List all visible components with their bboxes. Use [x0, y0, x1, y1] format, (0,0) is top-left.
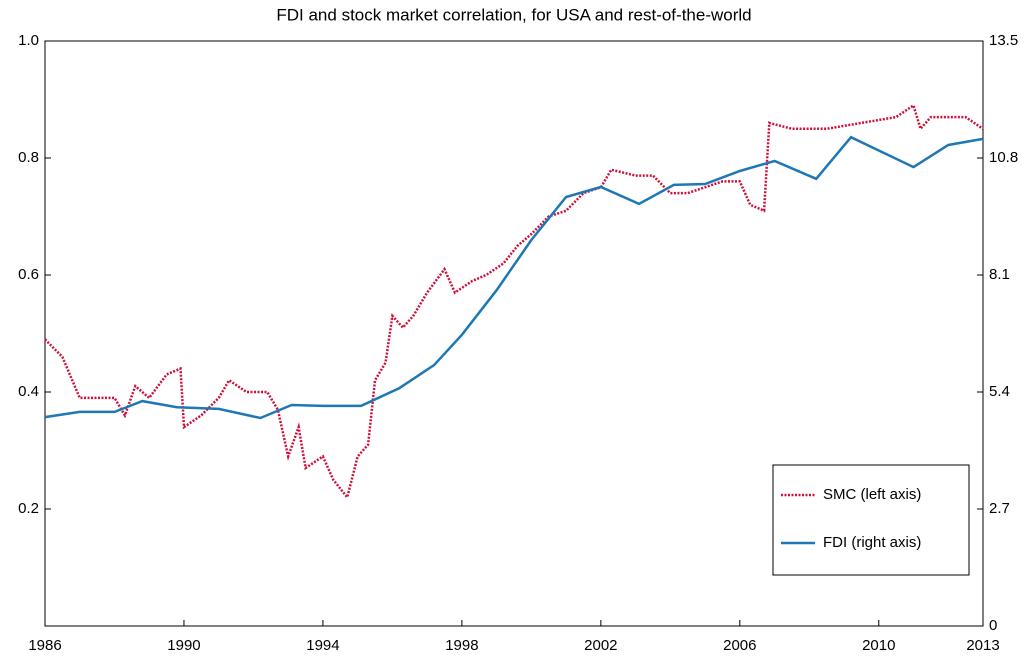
x-tick-label: 1994	[306, 637, 339, 654]
x-tick-label: 2013	[966, 637, 999, 654]
y2-tick-label: 0	[989, 617, 997, 634]
legend-label: FDI (right axis)	[823, 534, 921, 551]
y-tick-label: 0.6	[18, 266, 39, 283]
x-tick-label: 1986	[28, 637, 61, 654]
y2-tick-label: 10.8	[989, 149, 1018, 166]
x-tick-label: 2010	[862, 637, 895, 654]
x-tick-label: 2006	[723, 637, 756, 654]
y2-tick-label: 13.5	[989, 32, 1018, 49]
legend-box	[772, 464, 970, 576]
y-tick-label: 0.2	[18, 500, 39, 517]
series-line	[44, 103, 984, 501]
y-tick-label: 0.4	[18, 383, 39, 400]
y2-tick-label: 5.4	[989, 383, 1010, 400]
x-tick-label: 1990	[167, 637, 200, 654]
y2-tick-label: 8.1	[989, 266, 1010, 283]
y-tick-label: 1.0	[18, 32, 39, 49]
y2-tick-label: 2.7	[989, 500, 1010, 517]
y-tick-label: 0.8	[18, 149, 39, 166]
chart-title: FDI and stock market correlation, for US…	[276, 5, 751, 24]
x-tick-label: 2002	[584, 637, 617, 654]
plot-frame	[44, 40, 984, 627]
series-line	[44, 135, 984, 420]
legend-label: SMC (left axis)	[823, 486, 921, 503]
x-tick-label: 1998	[445, 637, 478, 654]
